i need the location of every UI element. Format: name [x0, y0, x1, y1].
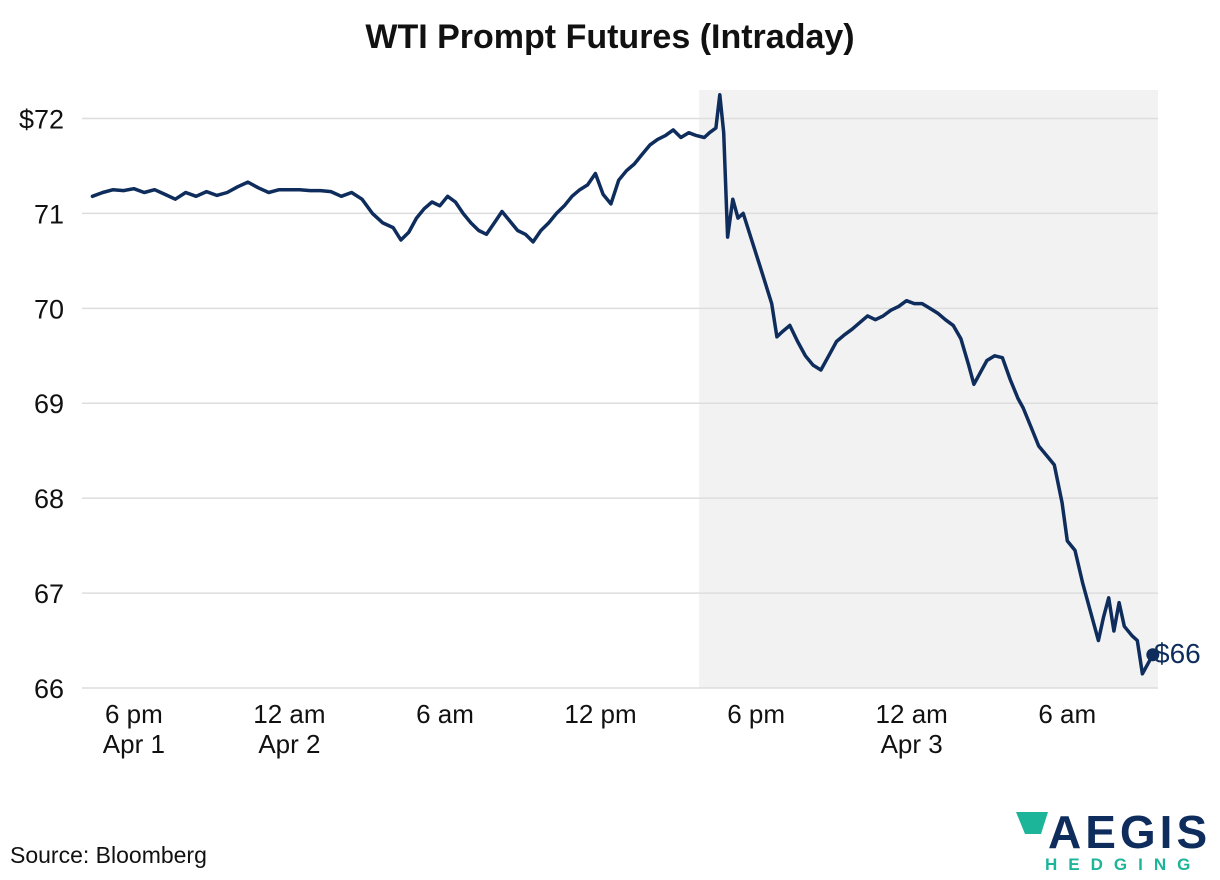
end-value-label: $66 — [1154, 638, 1201, 669]
x-tick-date-label: Apr 3 — [881, 729, 943, 759]
x-tick-label: 6 pm — [727, 699, 785, 729]
source-note: Source: Bloomberg — [10, 842, 207, 868]
y-tick-label: 68 — [34, 484, 64, 514]
series-line — [90, 92, 1155, 676]
chart-title: WTI Prompt Futures (Intraday) — [365, 18, 854, 56]
y-tick-label: 70 — [34, 294, 64, 324]
shaded-region — [699, 90, 1158, 688]
x-tick-label: 12 am — [253, 699, 325, 729]
x-tick-label: 6 pm — [105, 699, 163, 729]
logo-mark-icon — [1016, 812, 1048, 834]
end-point-marker — [1146, 648, 1160, 662]
x-tick-date-label: Apr 2 — [258, 729, 320, 759]
y-tick-label: $72 — [19, 104, 64, 134]
y-tick-label: 69 — [34, 389, 64, 419]
x-tick-label: 6 am — [1038, 699, 1096, 729]
y-tick-label: 67 — [34, 579, 64, 609]
x-tick-label: 12 pm — [564, 699, 636, 729]
logo-wordmark: AEGIS — [1048, 806, 1211, 858]
x-tick-label: 6 am — [416, 699, 474, 729]
x-tick-label: 12 am — [876, 699, 948, 729]
logo-subtext: HEDGING — [1045, 855, 1201, 874]
x-tick-date-label: Apr 1 — [103, 729, 165, 759]
y-tick-label: 66 — [34, 674, 64, 704]
y-tick-label: 71 — [34, 199, 64, 229]
aegis-logo: AEGIS HEDGING — [1016, 806, 1211, 874]
